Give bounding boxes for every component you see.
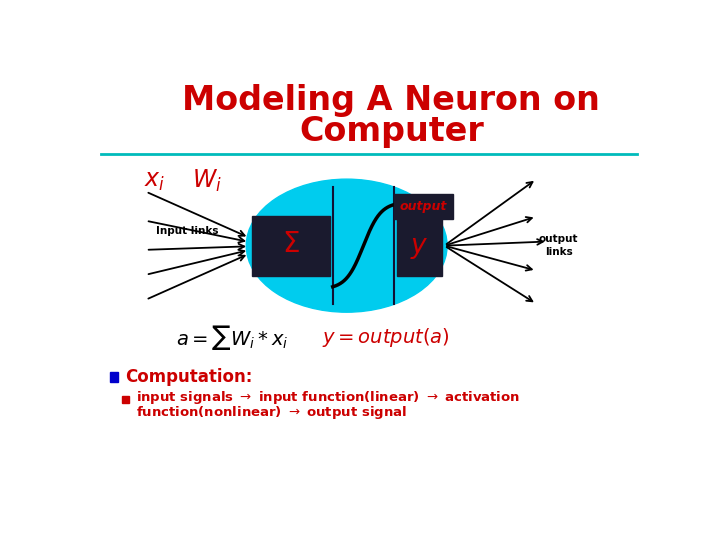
Text: Computation:: Computation: [125,368,253,386]
FancyBboxPatch shape [122,396,129,403]
Text: $\Sigma$: $\Sigma$ [282,230,300,258]
Text: Computer: Computer [299,115,484,148]
Text: $y$: $y$ [410,235,428,261]
Text: Input links: Input links [156,226,219,236]
Text: $x_i$: $x_i$ [143,169,165,193]
Text: $a = \sum W_i*x_i$: $a = \sum W_i*x_i$ [176,322,289,352]
FancyBboxPatch shape [394,194,453,219]
Text: $y = output(a)$: $y = output(a)$ [322,326,450,349]
Text: input signals $\rightarrow$ input function(linear) $\rightarrow$ activation: input signals $\rightarrow$ input functi… [136,389,520,406]
Text: Modeling A Neuron on: Modeling A Neuron on [182,84,600,117]
Text: output: output [400,200,447,213]
FancyBboxPatch shape [252,215,330,276]
Text: function(nonlinear) $\rightarrow$ output signal: function(nonlinear) $\rightarrow$ output… [136,404,407,421]
Text: output
links: output links [539,234,578,257]
FancyBboxPatch shape [397,215,441,276]
FancyBboxPatch shape [109,373,119,382]
Ellipse shape [246,179,447,312]
Text: $W_i$: $W_i$ [192,168,222,194]
